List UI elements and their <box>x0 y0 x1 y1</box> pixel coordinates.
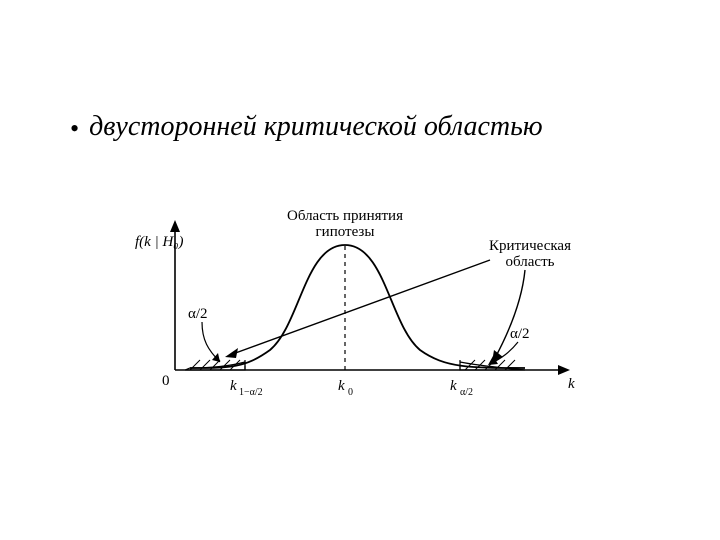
bullet-text: двусторонней критической областью <box>89 110 543 144</box>
y-axis-label: f(k | H₀) <box>135 234 184 250</box>
critical-arrow-to-left-head <box>225 348 238 358</box>
critical-region-diagram: 0 f(k | H₀) k <box>130 210 590 420</box>
tick-center-sub: 0 <box>348 387 353 398</box>
density-curve <box>190 245 525 368</box>
alpha-left-label: α/2 <box>188 306 208 322</box>
critical-arrow-to-left <box>230 260 490 355</box>
critical-arrow-to-right <box>495 270 525 358</box>
x-axis-label: k <box>568 376 575 392</box>
acceptance-title-line2: гипотезы <box>316 224 375 240</box>
tick-right-k: k <box>450 378 457 394</box>
tick-left-sub: 1−α/2 <box>239 387 263 398</box>
tick-left-k: k <box>230 378 237 394</box>
origin-label: 0 <box>162 373 170 389</box>
x-axis-arrow <box>558 365 570 375</box>
bullet-item: • двусторонней критической областью <box>70 110 670 144</box>
alpha-right-label: α/2 <box>510 326 530 342</box>
y-axis-arrow <box>170 220 180 232</box>
bullet-marker: • <box>70 116 79 142</box>
acceptance-title-line1: Область принятия <box>287 210 403 224</box>
tick-center-k: k <box>338 378 345 394</box>
slide: • двусторонней критической областью 0 f(… <box>0 0 720 540</box>
critical-title-line2: область <box>506 254 555 270</box>
tick-right-sub: α/2 <box>460 387 473 398</box>
critical-title-line1: Критическая <box>489 238 571 254</box>
